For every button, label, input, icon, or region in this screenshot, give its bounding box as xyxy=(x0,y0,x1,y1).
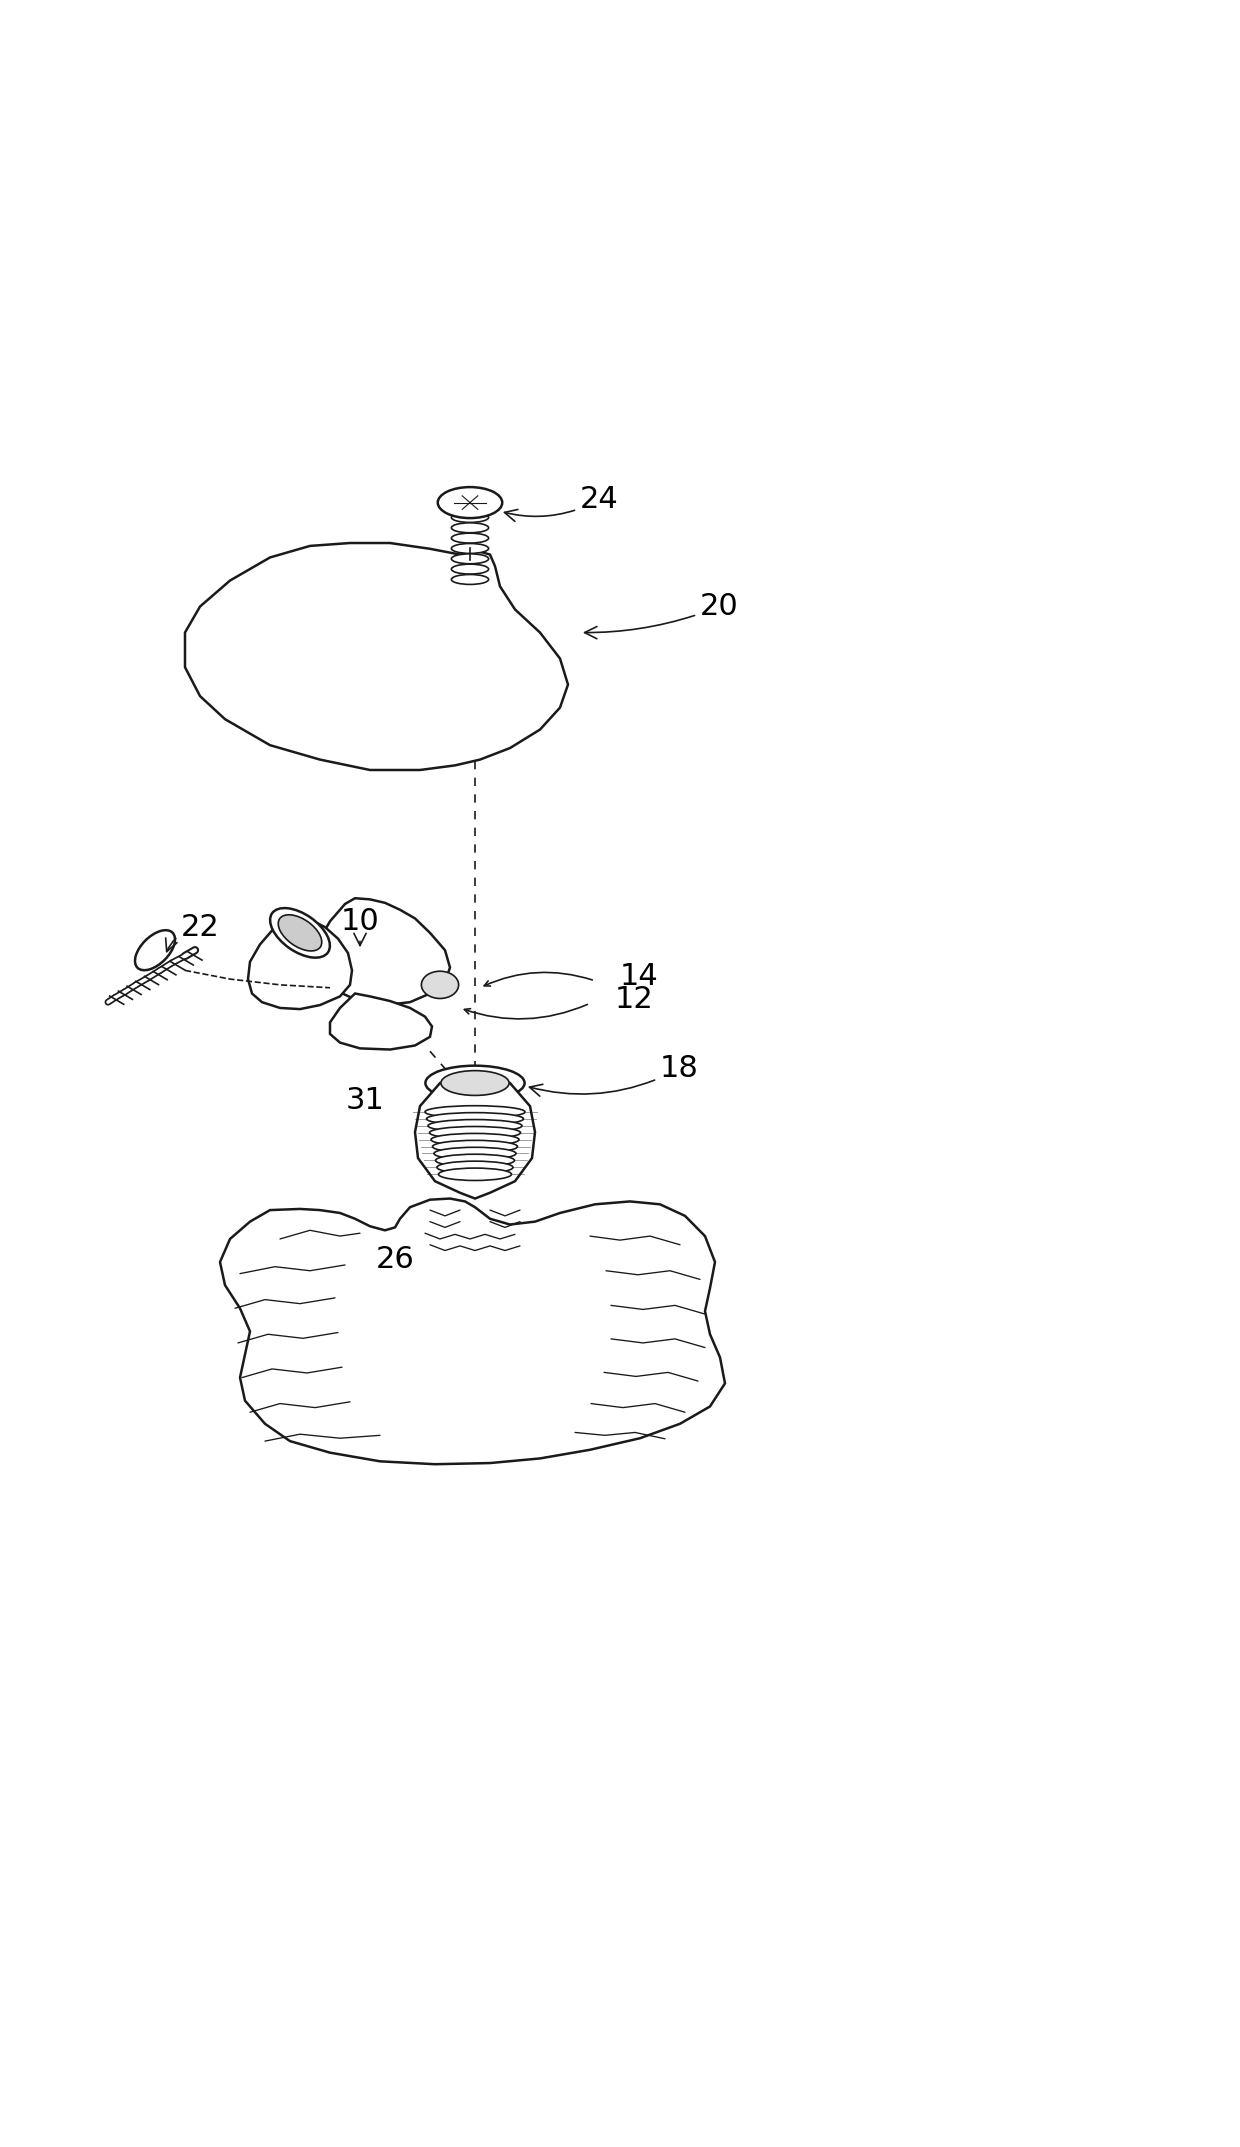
Ellipse shape xyxy=(425,1065,525,1101)
Ellipse shape xyxy=(451,554,489,565)
Polygon shape xyxy=(315,897,450,1005)
Ellipse shape xyxy=(438,487,502,517)
Polygon shape xyxy=(330,994,432,1050)
Ellipse shape xyxy=(432,1134,520,1146)
Ellipse shape xyxy=(451,565,489,573)
Ellipse shape xyxy=(434,1146,516,1159)
Ellipse shape xyxy=(441,1071,510,1095)
Text: 18: 18 xyxy=(529,1054,699,1097)
Text: 22: 22 xyxy=(166,912,219,951)
Ellipse shape xyxy=(436,1162,513,1174)
Text: 20: 20 xyxy=(584,593,739,640)
Ellipse shape xyxy=(135,930,175,970)
Ellipse shape xyxy=(428,1119,522,1131)
Ellipse shape xyxy=(451,524,489,532)
Ellipse shape xyxy=(425,1106,525,1119)
Text: 10: 10 xyxy=(341,906,379,945)
Ellipse shape xyxy=(427,1112,523,1125)
Text: 24: 24 xyxy=(505,485,619,522)
Ellipse shape xyxy=(439,1168,511,1181)
Ellipse shape xyxy=(451,513,489,522)
Polygon shape xyxy=(219,1198,725,1464)
Ellipse shape xyxy=(435,1155,515,1166)
Ellipse shape xyxy=(429,1127,521,1138)
Ellipse shape xyxy=(451,575,489,584)
Text: 12: 12 xyxy=(615,985,653,1013)
Text: 26: 26 xyxy=(376,1245,414,1273)
Polygon shape xyxy=(185,543,568,771)
Text: 14: 14 xyxy=(620,962,658,990)
Ellipse shape xyxy=(433,1140,517,1153)
Ellipse shape xyxy=(451,543,489,554)
Polygon shape xyxy=(248,915,352,1009)
Ellipse shape xyxy=(270,908,330,958)
Polygon shape xyxy=(415,1082,534,1198)
Text: 31: 31 xyxy=(346,1086,384,1114)
Ellipse shape xyxy=(422,970,459,998)
Ellipse shape xyxy=(451,532,489,543)
Ellipse shape xyxy=(278,915,321,951)
